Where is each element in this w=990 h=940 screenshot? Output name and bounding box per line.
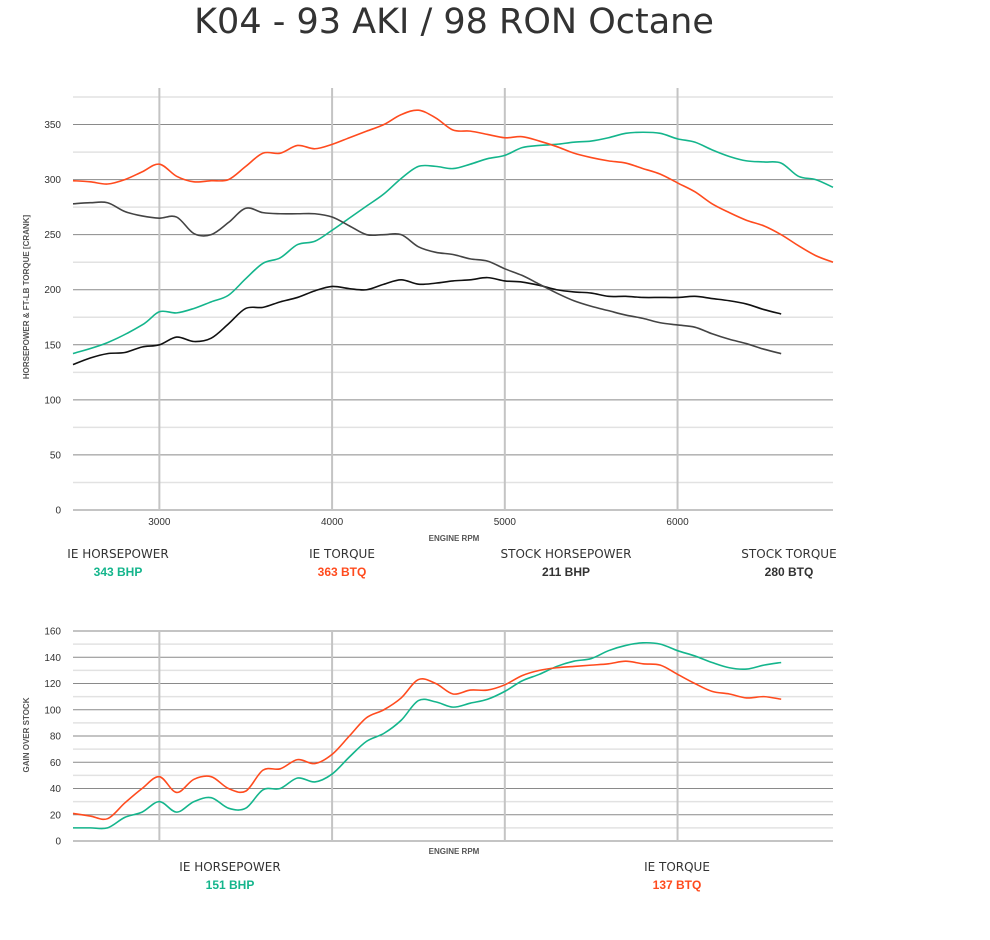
y-tick-label: 200	[44, 285, 61, 296]
y-axis-label: GAIN OVER STOCK	[22, 697, 31, 772]
y-tick-label: 100	[44, 395, 61, 406]
x-tick-label: 4000	[321, 517, 344, 528]
y-tick-label: 0	[55, 506, 61, 517]
legend-value: 363 BTQ	[317, 565, 367, 579]
y-tick-label: 60	[50, 758, 62, 769]
y-tick-label: 80	[50, 732, 62, 743]
series-line-stock-horsepower	[72, 276, 782, 366]
legend-value: 211 BHP	[541, 565, 591, 579]
gain-legend-ie-horsepower: IE HORSEPOWER 151 BHP	[150, 859, 310, 895]
y-tick-label: 160	[44, 627, 61, 638]
legend-stock-horsepower: STOCK HORSEPOWER 211 BHP	[486, 546, 646, 582]
gain-legend-ie-torque: IE TORQUE 137 BTQ	[597, 859, 757, 895]
legend-stock-torque: STOCK TORQUE 280 BTQ	[709, 546, 869, 582]
legend-label: STOCK HORSEPOWER	[500, 547, 632, 561]
legend-ie-horsepower: IE HORSEPOWER 343 BHP	[38, 546, 198, 582]
series-line-stock-torque	[72, 201, 782, 355]
legend-label: STOCK TORQUE	[741, 547, 837, 561]
legend-label: IE HORSEPOWER	[67, 547, 169, 561]
y-tick-label: 140	[44, 653, 61, 664]
legend-value: 151 BHP	[205, 878, 255, 892]
legend-ie-torque: IE TORQUE 363 BTQ	[262, 546, 422, 582]
x-tick-label: 5000	[494, 517, 517, 528]
x-axis-label: ENGINE RPM	[429, 847, 480, 856]
y-axis-label: HORSEPOWER & FT-LB TORQUE [CRANK]	[22, 215, 31, 380]
legend-value: 343 BHP	[93, 565, 143, 579]
series-line-ie-torque	[72, 660, 782, 821]
y-tick-label: 350	[44, 120, 61, 131]
legend-value: 280 BTQ	[764, 565, 814, 579]
legend-value: 137 BTQ	[652, 878, 702, 892]
x-axis-label: ENGINE RPM	[429, 534, 480, 543]
y-tick-label: 120	[44, 679, 61, 690]
series-line-ie-torque	[72, 109, 834, 263]
page-title: K04 - 93 AKI / 98 RON Octane	[194, 2, 714, 42]
y-tick-label: 50	[50, 450, 62, 461]
series-line-ie-horsepower	[73, 641, 782, 830]
y-tick-label: 40	[50, 784, 62, 795]
legend-label: IE TORQUE	[644, 860, 710, 874]
y-tick-label: 250	[44, 230, 61, 241]
series-line-ie-horsepower	[72, 131, 834, 355]
x-tick-label: 6000	[666, 517, 689, 528]
legend-label: IE HORSEPOWER	[179, 860, 281, 874]
y-tick-label: 300	[44, 175, 61, 186]
y-tick-label: 0	[55, 837, 61, 848]
y-tick-label: 20	[50, 810, 62, 821]
y-tick-label: 150	[44, 340, 61, 351]
legend-label: IE TORQUE	[309, 547, 375, 561]
x-tick-label: 3000	[148, 517, 171, 528]
y-tick-label: 100	[44, 705, 61, 716]
